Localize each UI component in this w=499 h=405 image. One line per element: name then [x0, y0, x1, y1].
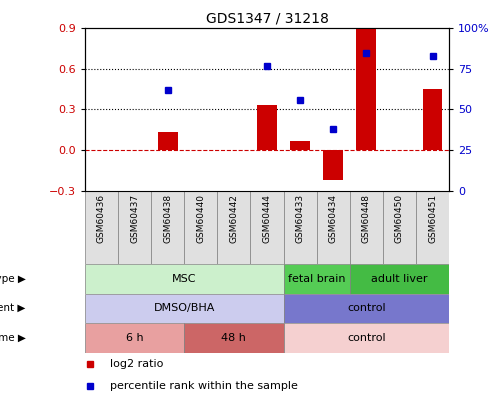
FancyBboxPatch shape [85, 190, 118, 264]
Text: time ▶: time ▶ [0, 333, 25, 343]
Text: agent ▶: agent ▶ [0, 303, 25, 313]
Text: MSC: MSC [172, 274, 197, 284]
Text: GSM60438: GSM60438 [163, 194, 172, 243]
FancyBboxPatch shape [250, 190, 283, 264]
Text: GSM60450: GSM60450 [395, 194, 404, 243]
FancyBboxPatch shape [283, 294, 449, 323]
FancyBboxPatch shape [85, 323, 184, 353]
Text: GSM60448: GSM60448 [362, 194, 371, 243]
Text: GSM60442: GSM60442 [230, 194, 239, 243]
Text: 6 h: 6 h [126, 333, 143, 343]
FancyBboxPatch shape [184, 190, 217, 264]
Text: percentile rank within the sample: percentile rank within the sample [110, 381, 298, 391]
FancyBboxPatch shape [151, 190, 184, 264]
Text: control: control [347, 333, 386, 343]
FancyBboxPatch shape [283, 323, 449, 353]
FancyBboxPatch shape [383, 190, 416, 264]
Text: fetal brain: fetal brain [288, 274, 345, 284]
Title: GDS1347 / 31218: GDS1347 / 31218 [206, 12, 328, 26]
Text: GSM60436: GSM60436 [97, 194, 106, 243]
FancyBboxPatch shape [217, 190, 250, 264]
FancyBboxPatch shape [184, 323, 283, 353]
FancyBboxPatch shape [85, 264, 283, 294]
Text: GSM60437: GSM60437 [130, 194, 139, 243]
Bar [423, 89, 443, 150]
Bar [158, 132, 178, 150]
Text: GSM60434: GSM60434 [329, 194, 338, 243]
Text: GSM60440: GSM60440 [196, 194, 205, 243]
Bar [323, 150, 343, 180]
Bar [257, 105, 277, 150]
FancyBboxPatch shape [85, 294, 283, 323]
FancyBboxPatch shape [416, 190, 449, 264]
Text: adult liver: adult liver [371, 274, 428, 284]
FancyBboxPatch shape [350, 190, 383, 264]
Bar [356, 28, 376, 150]
FancyBboxPatch shape [350, 264, 449, 294]
FancyBboxPatch shape [283, 264, 350, 294]
Text: control: control [347, 303, 386, 313]
Text: log2 ratio: log2 ratio [110, 359, 163, 369]
FancyBboxPatch shape [317, 190, 350, 264]
Text: DMSO/BHA: DMSO/BHA [154, 303, 215, 313]
Text: GSM60444: GSM60444 [262, 194, 271, 243]
Text: GSM60451: GSM60451 [428, 194, 437, 243]
Text: 48 h: 48 h [222, 333, 247, 343]
Bar [290, 141, 310, 150]
FancyBboxPatch shape [118, 190, 151, 264]
Text: GSM60433: GSM60433 [295, 194, 304, 243]
FancyBboxPatch shape [283, 190, 317, 264]
Text: cell type ▶: cell type ▶ [0, 274, 25, 284]
